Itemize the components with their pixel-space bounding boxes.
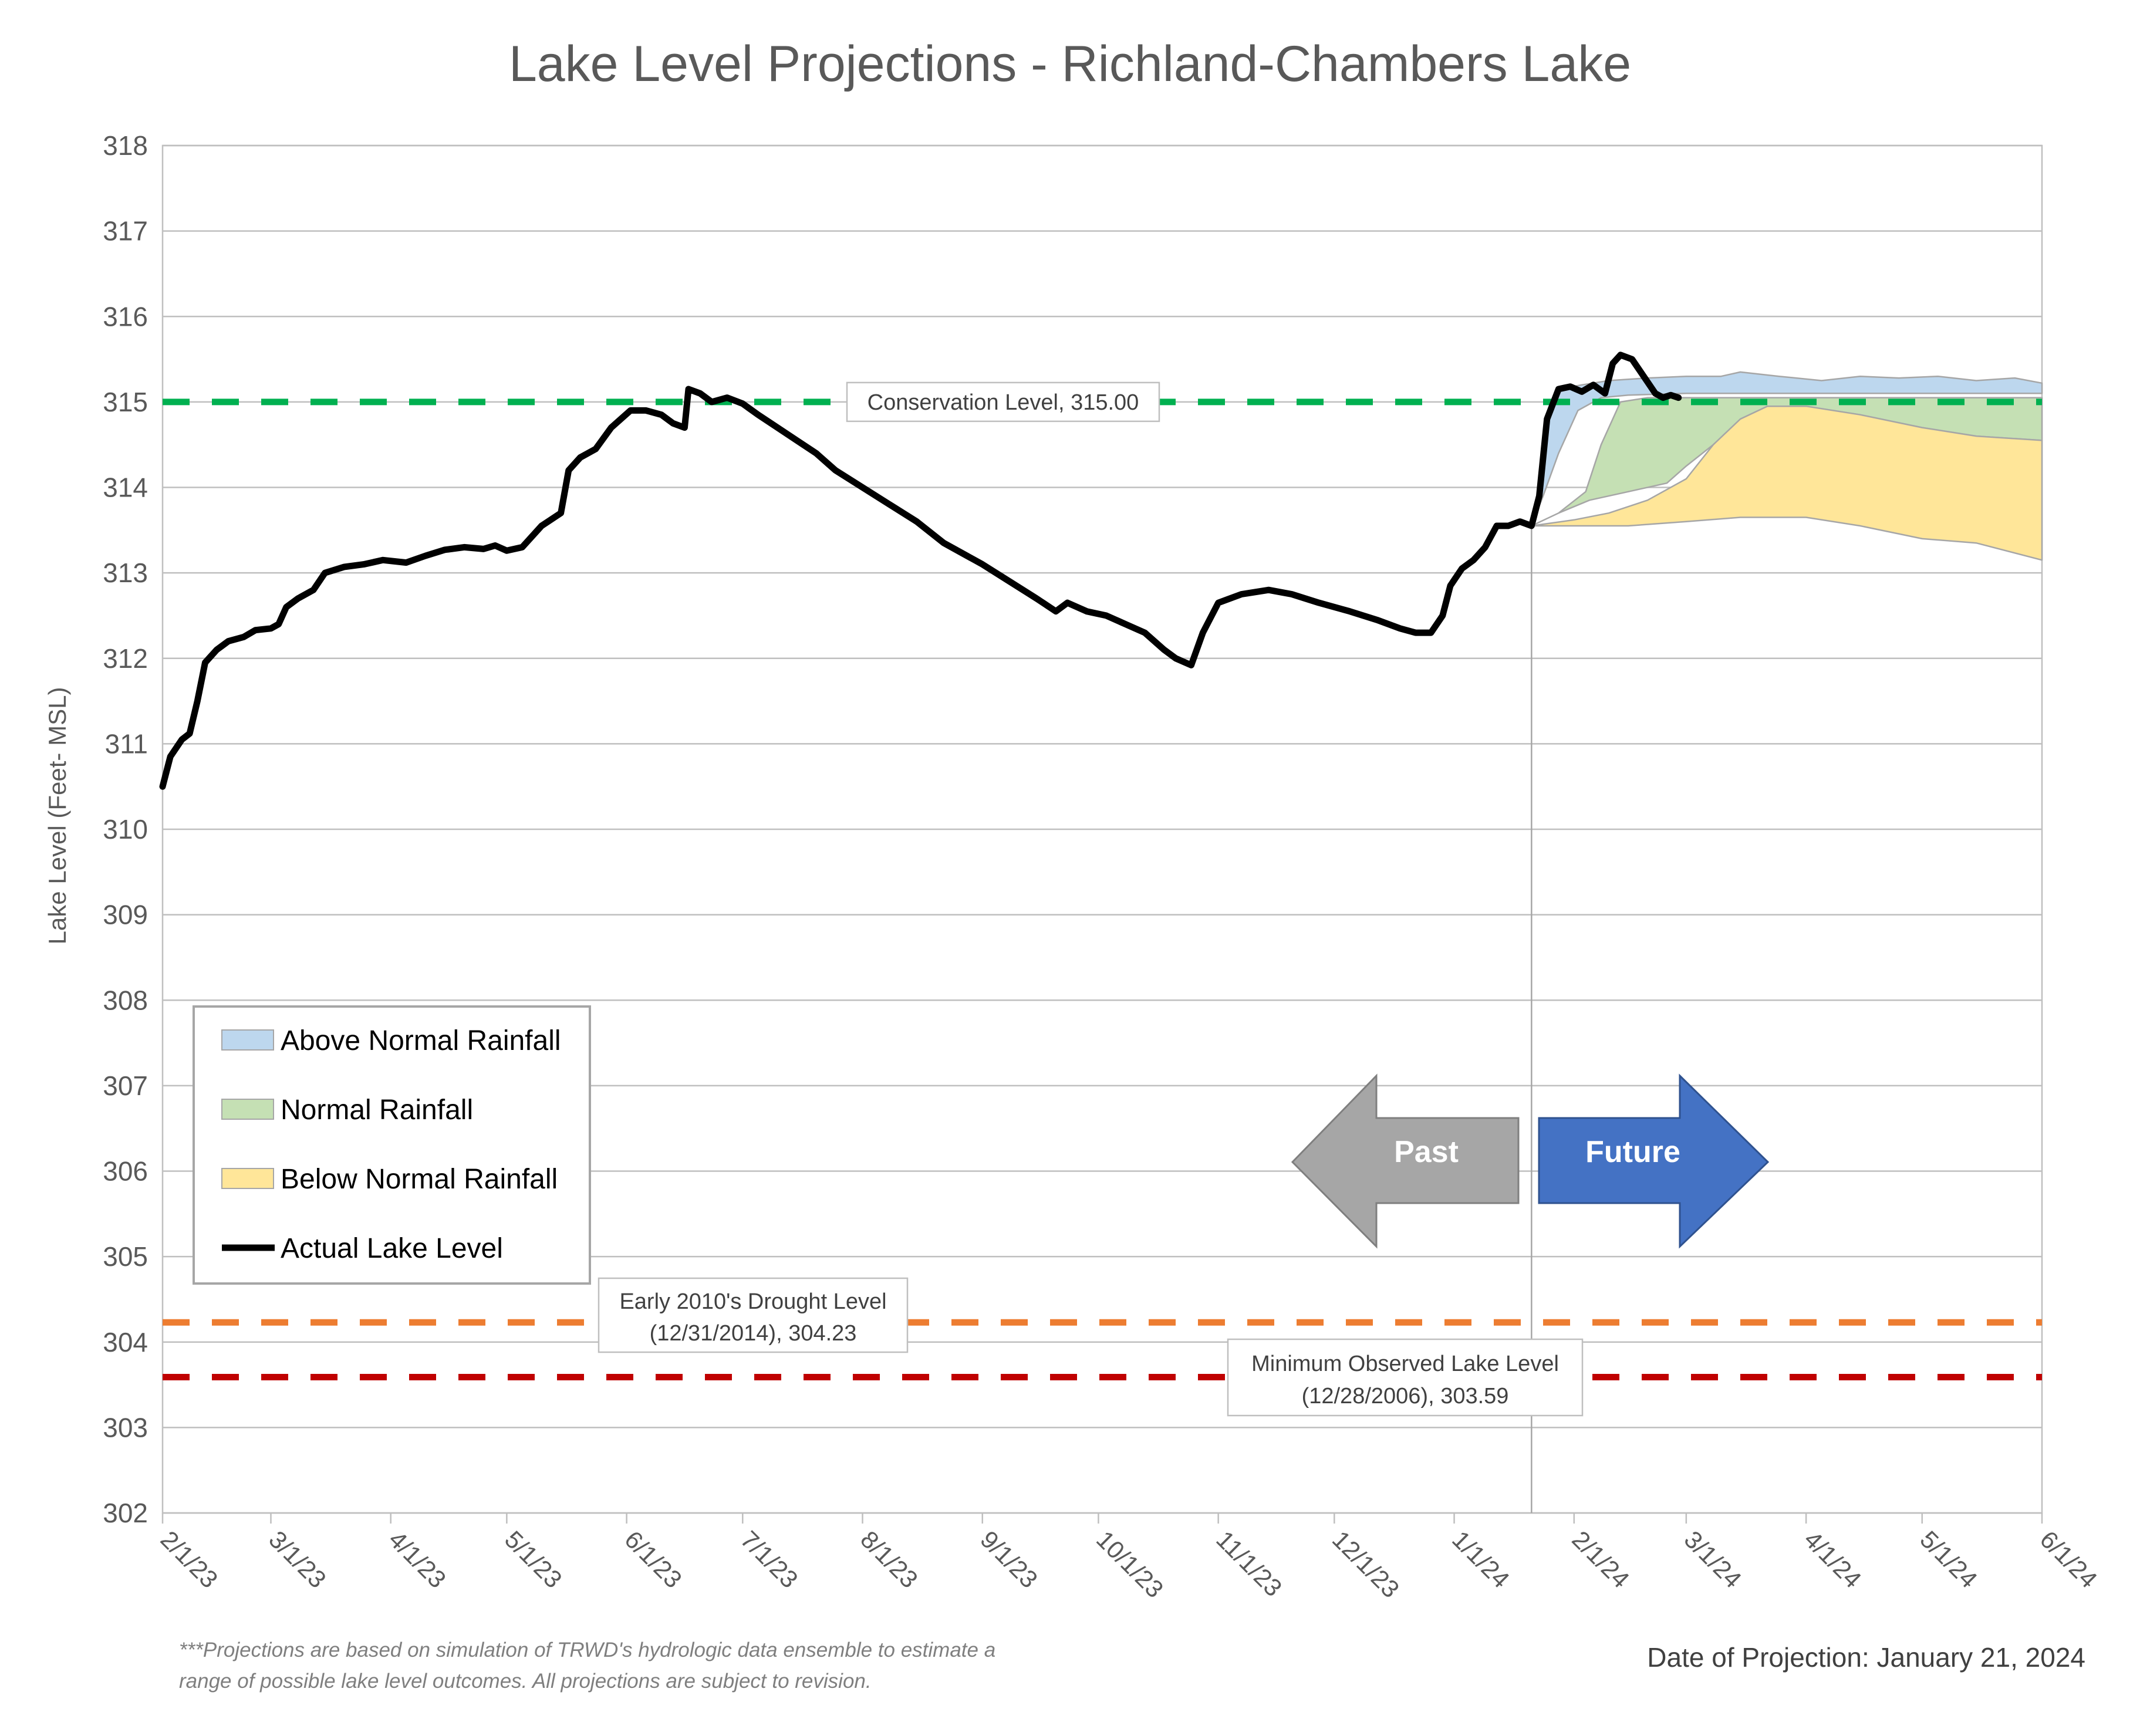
band-below-normal-rainfall xyxy=(1531,405,2043,561)
past-arrow xyxy=(1291,1073,1520,1249)
y-tick-label: 308 xyxy=(103,985,148,1015)
y-tick-label: 313 xyxy=(103,558,148,588)
y-tick-label: 316 xyxy=(103,301,148,332)
future-arrow-label: Future xyxy=(1585,1135,1680,1169)
y-tick-label: 304 xyxy=(103,1327,148,1357)
legend-layer: Above Normal Rainfall Normal Rainfall Belo… xyxy=(193,1005,591,1285)
minimum-callout-line-2: (12/28/2006), 303.59 xyxy=(1302,1384,1509,1409)
legend-swatch-normal-rainfall xyxy=(221,1099,274,1120)
projection-date: Date of Projection: January 21, 2024 xyxy=(1647,1642,2085,1673)
y-tick-label: 307 xyxy=(103,1070,148,1101)
legend-label-normal-rainfall: Normal Rainfall xyxy=(281,1095,473,1126)
plot-area-border xyxy=(161,144,2043,1514)
series-actual-lake-level xyxy=(159,352,1682,790)
drought-callout-box xyxy=(598,1277,909,1353)
y-axis-label: Lake Level (Feet- MSL) xyxy=(43,687,71,945)
drought-callout-line-1: Early 2010's Drought Level xyxy=(619,1289,886,1314)
y-tick-label: 302 xyxy=(103,1498,148,1528)
future-arrow xyxy=(1538,1073,1770,1249)
minimum-callout-line-1: Minimum Observed Lake Level xyxy=(1251,1352,1559,1376)
y-tick-label: 317 xyxy=(103,216,148,246)
past-arrow-label: Past xyxy=(1394,1135,1459,1169)
legend-swatch-above-normal-rainfall xyxy=(221,1029,274,1051)
series-layer xyxy=(159,352,1682,790)
legend-label-below-normal-rainfall: Below Normal Rainfall xyxy=(281,1164,558,1195)
band-layer xyxy=(1531,371,2043,561)
y-tick-label: 314 xyxy=(103,472,148,503)
minimum-callout-box xyxy=(1227,1338,1584,1417)
y-tick-label: 315 xyxy=(103,387,148,417)
y-tick-label: 318 xyxy=(103,130,148,161)
y-tick-label: 306 xyxy=(103,1156,148,1187)
legend-box xyxy=(193,1005,591,1285)
y-tick-label: 305 xyxy=(103,1241,148,1272)
conservation-callout-text: Conservation Level, 315.00 xyxy=(868,390,1139,415)
y-tick-label: 310 xyxy=(103,814,148,845)
conservation-callout-box xyxy=(846,381,1160,423)
chart-title: Lake Level Projections - Richland-Chambe… xyxy=(509,36,1631,92)
y-tick-label: 312 xyxy=(103,643,148,674)
legend-swatch-below-normal-rainfall xyxy=(221,1168,274,1189)
arrow-layer: Past Future xyxy=(1291,1073,1770,1249)
legend-label-above-normal-rainfall: Above Normal Rainfall xyxy=(281,1025,561,1056)
footnote-line-2: range of possible lake level outcomes. A… xyxy=(179,1670,872,1693)
footnote-line-1: ***Projections are based on simulation o… xyxy=(179,1639,995,1661)
y-tick-label: 311 xyxy=(105,728,148,759)
legend-label-actual-lake-level: Actual Lake Level xyxy=(281,1233,503,1264)
y-tick-label: 309 xyxy=(103,900,148,930)
y-tick-label: 303 xyxy=(103,1412,148,1443)
callout-layer: Conservation Level, 315.00 Early 2010's D… xyxy=(598,381,1584,1417)
drought-callout-line-2: (12/31/2014), 304.23 xyxy=(650,1321,857,1346)
